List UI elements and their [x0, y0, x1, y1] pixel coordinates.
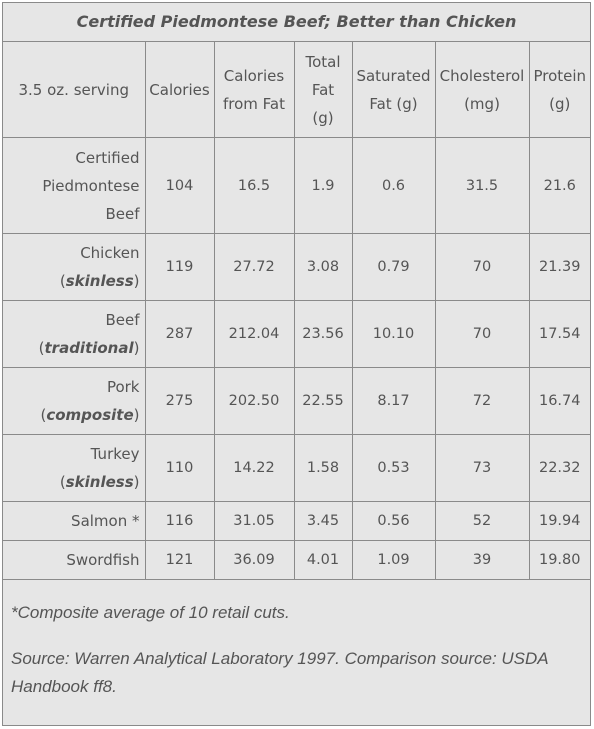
cell-protein: 19.80	[528, 540, 590, 580]
cell-calories-from-fat: 16.5	[213, 137, 295, 234]
cell-calories-from-fat: 27.72	[213, 233, 295, 301]
header-calories: Calories	[144, 41, 215, 138]
row-label: Certified Piedmontese Beef	[3, 137, 146, 234]
cell-calories: 116	[144, 501, 215, 541]
cell-cholesterol: 73	[434, 434, 530, 502]
row-label: Turkey (skinless)	[3, 434, 146, 502]
table-row: Salmon * 116 31.05 3.45 0.56 52 19.94	[3, 501, 590, 541]
header-protein: Protein (g)	[528, 41, 590, 138]
cell-calories: 110	[144, 434, 215, 502]
cell-protein: 19.94	[528, 501, 590, 541]
cell-saturated-fat: 0.53	[351, 434, 436, 502]
source-footnote: Source: Warren Analytical Laboratory 199…	[11, 649, 549, 696]
cell-protein: 22.32	[528, 434, 590, 502]
cell-total-fat: 1.9	[293, 137, 353, 234]
cell-calories: 119	[144, 233, 215, 301]
cell-calories-from-fat: 212.04	[213, 300, 295, 368]
cell-calories-from-fat: 36.09	[213, 540, 295, 580]
cell-cholesterol: 70	[434, 300, 530, 368]
cell-total-fat: 4.01	[293, 540, 353, 580]
row-label: Salmon *	[3, 501, 146, 541]
cell-protein: 17.54	[528, 300, 590, 368]
table-title: Certified Piedmontese Beef; Better than …	[3, 3, 590, 42]
row-label: Pork (composite)	[3, 367, 146, 435]
cell-saturated-fat: 1.09	[351, 540, 436, 580]
cell-calories: 287	[144, 300, 215, 368]
cell-calories: 104	[144, 137, 215, 234]
cell-cholesterol: 39	[434, 540, 530, 580]
cell-saturated-fat: 8.17	[351, 367, 436, 435]
header-cholesterol: Cholesterol (mg)	[434, 41, 530, 138]
cell-total-fat: 1.58	[293, 434, 353, 502]
row-label: Chicken (skinless)	[3, 233, 146, 301]
nutrition-table: Certified Piedmontese Beef; Better than …	[3, 3, 590, 580]
header-row: 3.5 oz. serving Calories Calories from F…	[3, 41, 590, 138]
table-row: Turkey (skinless) 110 14.22 1.58 0.53 73…	[3, 434, 590, 502]
cell-cholesterol: 31.5	[434, 137, 530, 234]
composite-footnote: *Composite average of 10 retail cuts.	[11, 603, 290, 622]
header-total-fat: Total Fat (g)	[293, 41, 353, 138]
cell-calories-from-fat: 202.50	[213, 367, 295, 435]
table-row: Beef (traditional) 287 212.04 23.56 10.1…	[3, 300, 590, 368]
cell-total-fat: 22.55	[293, 367, 353, 435]
cell-calories-from-fat: 14.22	[213, 434, 295, 502]
cell-saturated-fat: 10.10	[351, 300, 436, 368]
cell-total-fat: 3.45	[293, 501, 353, 541]
header-calories-from-fat: Calories from Fat	[213, 41, 295, 138]
cell-saturated-fat: 0.79	[351, 233, 436, 301]
header-saturated-fat: Saturated Fat (g)	[351, 41, 436, 138]
cell-protein: 21.6	[528, 137, 590, 234]
header-serving: 3.5 oz. serving	[3, 41, 146, 138]
row-label: Swordfish	[3, 540, 146, 580]
table-row: Swordfish 121 36.09 4.01 1.09 39 19.80	[3, 540, 590, 580]
cell-total-fat: 23.56	[293, 300, 353, 368]
cell-calories: 121	[144, 540, 215, 580]
row-label: Beef (traditional)	[3, 300, 146, 368]
table-row: Pork (composite) 275 202.50 22.55 8.17 7…	[3, 367, 590, 435]
cell-saturated-fat: 0.6	[351, 137, 436, 234]
table-row: Certified Piedmontese Beef 104 16.5 1.9 …	[3, 137, 590, 234]
cell-protein: 21.39	[528, 233, 590, 301]
cell-cholesterol: 72	[434, 367, 530, 435]
cell-cholesterol: 70	[434, 233, 530, 301]
cell-cholesterol: 52	[434, 501, 530, 541]
cell-saturated-fat: 0.56	[351, 501, 436, 541]
table-row: Chicken (skinless) 119 27.72 3.08 0.79 7…	[3, 233, 590, 301]
cell-protein: 16.74	[528, 367, 590, 435]
cell-calories: 275	[144, 367, 215, 435]
cell-calories-from-fat: 31.05	[213, 501, 295, 541]
footnotes: *Composite average of 10 retail cuts. So…	[11, 599, 581, 719]
cell-total-fat: 3.08	[293, 233, 353, 301]
